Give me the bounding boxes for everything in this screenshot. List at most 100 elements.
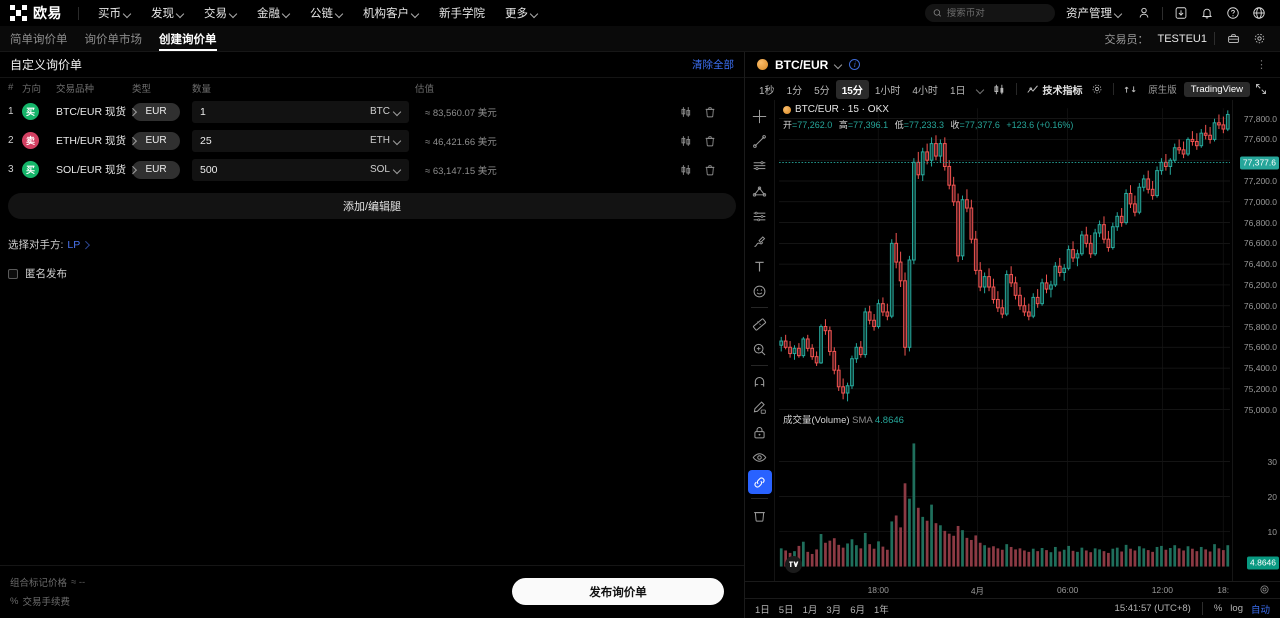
nav-item-chain[interactable]: 公链 bbox=[301, 2, 352, 24]
range-1d[interactable]: 1日 bbox=[755, 604, 770, 616]
range-5d[interactable]: 5日 bbox=[778, 604, 794, 616]
search-box[interactable] bbox=[925, 4, 1055, 22]
chevron-down-icon[interactable] bbox=[977, 86, 984, 93]
nav-item-trade[interactable]: 交易 bbox=[195, 2, 246, 24]
candlestick-chart-icon[interactable] bbox=[680, 106, 692, 118]
quantity-input[interactable] bbox=[200, 105, 370, 118]
direction-badge-buy[interactable]: 买 bbox=[22, 161, 39, 178]
download-app-button[interactable] bbox=[1170, 3, 1192, 23]
okx-logo[interactable]: 欧易 bbox=[10, 3, 62, 23]
pitchfork-icon[interactable] bbox=[748, 179, 772, 203]
type-pill[interactable]: EUR bbox=[132, 131, 180, 150]
candlestick-chart-icon[interactable] bbox=[680, 164, 692, 176]
measure-icon[interactable] bbox=[748, 312, 772, 336]
log-scale-toggle[interactable]: log bbox=[1230, 603, 1243, 614]
settings-button[interactable] bbox=[1248, 29, 1270, 49]
time-axis-settings-icon[interactable] bbox=[1259, 584, 1270, 595]
language-button[interactable] bbox=[1248, 3, 1270, 23]
magnet-icon[interactable] bbox=[748, 370, 772, 394]
chart-canvas[interactable]: BTC/EUR · 15 · OKX 开=77,262.0 高=77,396.1… bbox=[775, 100, 1232, 581]
type-pill[interactable]: EUR bbox=[132, 102, 180, 121]
quantity-input[interactable] bbox=[200, 163, 370, 176]
unit-selector[interactable]: ETH bbox=[370, 135, 401, 146]
user-account-button[interactable] bbox=[1133, 3, 1155, 23]
nav-item-buy-crypto[interactable]: 买币 bbox=[89, 2, 140, 24]
quantity-input-wrapper[interactable]: SOL bbox=[192, 158, 409, 181]
tab-create-rfq[interactable]: 创建询价单 bbox=[159, 26, 217, 51]
search-input[interactable] bbox=[946, 7, 1047, 19]
nav-item-institutional[interactable]: 机构客户 bbox=[354, 2, 428, 24]
info-icon[interactable]: i bbox=[849, 59, 861, 70]
crosshair-icon[interactable] bbox=[748, 104, 772, 128]
chevron-down-icon[interactable] bbox=[835, 61, 842, 68]
quantity-input[interactable] bbox=[200, 134, 370, 147]
help-button[interactable] bbox=[1222, 3, 1244, 23]
quantity-input-wrapper[interactable]: BTC bbox=[192, 100, 409, 123]
delete-row-icon[interactable] bbox=[704, 164, 716, 176]
nav-item-more[interactable]: 更多 bbox=[496, 2, 547, 24]
symbol-selector[interactable]: BTC/EUR 现货 bbox=[56, 104, 132, 119]
range-6mo[interactable]: 6月 bbox=[850, 604, 865, 616]
unit-selector[interactable]: BTC bbox=[370, 106, 401, 117]
range-3mo[interactable]: 3月 bbox=[826, 604, 842, 616]
percent-scale-toggle[interactable]: % bbox=[1213, 603, 1223, 614]
link-icon[interactable] bbox=[747, 470, 772, 494]
unit-selector[interactable]: SOL bbox=[370, 164, 401, 175]
candlestick-chart-icon[interactable] bbox=[680, 135, 692, 147]
anonymous-publish-checkbox[interactable]: 匿名发布 bbox=[8, 266, 744, 281]
time-axis[interactable]: 18:00 4月 06:00 12:00 18: bbox=[745, 581, 1280, 598]
add-edit-leg-button[interactable]: 添加/编辑腿 bbox=[8, 193, 736, 219]
type-pill[interactable]: EUR bbox=[132, 160, 180, 179]
delete-row-icon[interactable] bbox=[704, 106, 716, 118]
row-direction[interactable]: 买 bbox=[22, 161, 56, 178]
timeframe-1m[interactable]: 1分 bbox=[786, 85, 803, 97]
chart-type-button[interactable] bbox=[989, 82, 1010, 97]
lock-icon[interactable] bbox=[748, 420, 772, 444]
chart-menu-button[interactable]: ⋮ bbox=[1256, 59, 1268, 71]
pencil-lock-icon[interactable] bbox=[748, 395, 772, 419]
asset-management-menu[interactable]: 资产管理 bbox=[1059, 2, 1129, 24]
nav-item-discover[interactable]: 发现 bbox=[142, 2, 193, 24]
direction-badge-buy[interactable]: 买 bbox=[22, 103, 39, 120]
tab-simple-rfq[interactable]: 简单询价单 bbox=[10, 26, 68, 51]
quantity-input-wrapper[interactable]: ETH bbox=[192, 129, 409, 152]
delete-row-icon[interactable] bbox=[704, 135, 716, 147]
timeframe-1h[interactable]: 1小时 bbox=[874, 85, 901, 97]
view-mode-native[interactable]: 原生版 bbox=[1148, 85, 1177, 96]
fib-retracement-icon[interactable] bbox=[748, 204, 772, 228]
zoom-icon[interactable] bbox=[748, 337, 772, 361]
timeframe-1s[interactable]: 1秒 bbox=[759, 85, 775, 97]
row-direction[interactable]: 买 bbox=[22, 103, 56, 120]
tab-rfq-market[interactable]: 询价单市场 bbox=[85, 26, 143, 51]
fullscreen-button[interactable] bbox=[1250, 79, 1272, 99]
range-1mo[interactable]: 1月 bbox=[802, 604, 818, 616]
text-icon[interactable] bbox=[748, 254, 772, 278]
brush-icon[interactable] bbox=[748, 229, 772, 253]
nav-item-academy[interactable]: 新手学院 bbox=[430, 2, 494, 24]
trash-icon[interactable] bbox=[748, 503, 772, 527]
view-mode-tradingview[interactable]: TradingView bbox=[1183, 81, 1250, 97]
direction-badge-sell[interactable]: 卖 bbox=[22, 132, 39, 149]
technical-indicators-button[interactable]: 技术指标 bbox=[1023, 80, 1087, 99]
chart-settings-button[interactable] bbox=[1087, 81, 1107, 97]
symbol-selector[interactable]: SOL/EUR 现货 bbox=[56, 162, 132, 177]
timeframe-4h[interactable]: 4小时 bbox=[912, 85, 938, 97]
checkbox-box[interactable] bbox=[8, 268, 18, 279]
symbol-selector[interactable]: ETH/EUR 现货 bbox=[56, 133, 132, 148]
price-axis[interactable]: 77,800.077,600.077,400.077,200.077,000.0… bbox=[1232, 100, 1280, 581]
notifications-button[interactable] bbox=[1196, 3, 1218, 23]
auto-scale-toggle[interactable]: 自动 bbox=[1250, 604, 1270, 616]
portfolio-button[interactable] bbox=[1222, 29, 1244, 49]
counterparty-value[interactable]: LP bbox=[67, 239, 89, 251]
clear-all-button[interactable]: 清除全部 bbox=[692, 59, 734, 71]
publish-rfq-button[interactable]: 发布询价单 bbox=[512, 578, 724, 605]
emoji-icon[interactable] bbox=[748, 279, 772, 303]
trend-line-icon[interactable] bbox=[748, 129, 772, 153]
row-direction[interactable]: 卖 bbox=[22, 132, 56, 149]
nav-item-finance[interactable]: 金融 bbox=[248, 2, 299, 24]
compare-symbol-button[interactable] bbox=[1120, 82, 1141, 97]
eye-icon[interactable] bbox=[748, 445, 772, 469]
horizontal-lines-icon[interactable] bbox=[748, 154, 772, 178]
timeframe-5m[interactable]: 5分 bbox=[814, 85, 830, 97]
timeframe-15m[interactable]: 15分 bbox=[835, 79, 869, 99]
